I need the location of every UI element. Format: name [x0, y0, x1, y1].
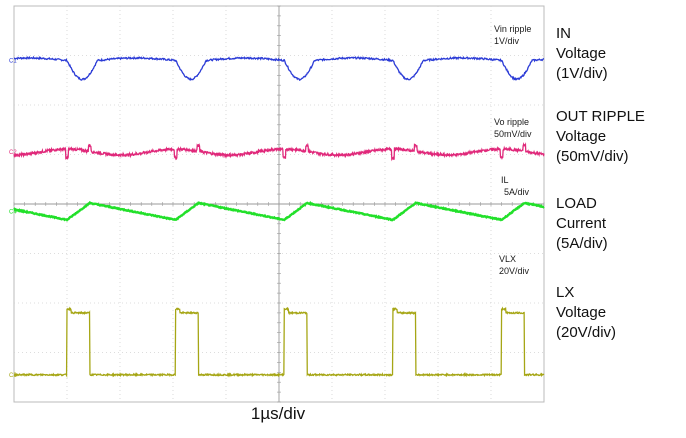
vin-ripple-trace [13, 55, 545, 82]
channel-marker-vin: C1 [9, 58, 17, 64]
channel-label-il-name: IL [501, 175, 509, 185]
load-current-label: LOAD Current (5A/div) [556, 194, 608, 254]
channel-label-vlx-name: VLX [499, 254, 516, 264]
lx-label-line3: (20V/div) [556, 324, 617, 341]
out-label-line1: OUT RIPPLE [556, 108, 645, 125]
scope-waveforms: C1 C2 C4 C3 [9, 55, 545, 379]
out-ripple-label: OUT RIPPLE Voltage (50mV/div) [556, 107, 645, 167]
in-label-line2: Voltage [556, 45, 607, 62]
timebase-label: 1µs/div [250, 404, 306, 423]
lx-label-line1: LX [556, 284, 575, 301]
channel-marker-vlx: C3 [9, 373, 17, 379]
load-label-line3: (5A/div) [556, 235, 608, 252]
vo-ripple-trace [13, 141, 545, 162]
channel-label-vo-name: Vo ripple [494, 117, 529, 127]
in-label-line3: (1V/div) [556, 65, 608, 82]
channel-label-vin-scale: 1V/div [494, 36, 520, 46]
lx-voltage-label: LX Voltage (20V/div) [556, 283, 616, 343]
out-label-line2: Voltage [556, 128, 607, 145]
lx-label-line2: Voltage [556, 304, 607, 321]
channel-marker-vo: C2 [9, 150, 17, 156]
il-current-trace [13, 200, 545, 222]
load-label-line2: Current [556, 215, 607, 232]
in-voltage-label: IN Voltage (1V/div) [556, 24, 608, 84]
scope-channel-labels: Vin ripple 1V/div Vo ripple 50mV/div IL 5A/di… [494, 24, 532, 276]
channel-label-vin-name: Vin ripple [494, 24, 531, 34]
out-label-line3: (50mV/div) [556, 148, 629, 165]
load-label-line1: LOAD [556, 195, 597, 212]
channel-label-vo-scale: 50mV/div [494, 129, 532, 139]
in-label-line1: IN [556, 25, 571, 42]
channel-label-il-scale: 5A/div [504, 187, 530, 197]
channel-marker-il: C4 [9, 209, 17, 215]
channel-label-vlx-scale: 20V/div [499, 266, 530, 276]
vlx-voltage-trace [13, 306, 545, 378]
